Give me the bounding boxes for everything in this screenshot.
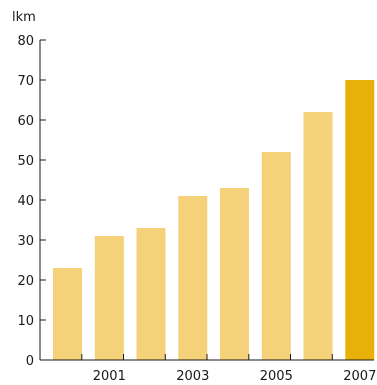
y-tick-label: 0 <box>26 354 34 369</box>
x-axis: 2001 2003 2005 2007 <box>40 354 376 384</box>
y-tick-label: 30 <box>17 234 34 249</box>
x-tick-label: 2003 <box>176 369 209 384</box>
bar-2006 <box>303 112 333 360</box>
bar-2002 <box>136 228 166 360</box>
x-tick-label: 2001 <box>93 369 126 384</box>
y-axis-unit-label: lkm <box>12 10 36 25</box>
y-tick-label: 60 <box>17 114 34 129</box>
y-tick-label: 80 <box>17 34 34 49</box>
bar-2000 <box>53 268 82 360</box>
bar-2001 <box>94 236 124 360</box>
bar-2007 <box>345 80 375 360</box>
bar-2004 <box>220 188 249 360</box>
y-axis: 0 10 20 30 40 50 60 70 80 <box>17 34 46 369</box>
bar-2003 <box>178 196 208 360</box>
y-tick-label: 40 <box>17 194 34 209</box>
x-tick-label: 2005 <box>260 369 293 384</box>
y-tick-label: 10 <box>17 314 34 329</box>
y-tick-label: 70 <box>17 74 34 89</box>
y-tick-label: 50 <box>17 154 34 169</box>
y-tick-label: 20 <box>17 274 34 289</box>
bar-2005 <box>261 152 291 360</box>
x-tick-label: 2007 <box>343 369 376 384</box>
bars-group <box>53 80 375 360</box>
